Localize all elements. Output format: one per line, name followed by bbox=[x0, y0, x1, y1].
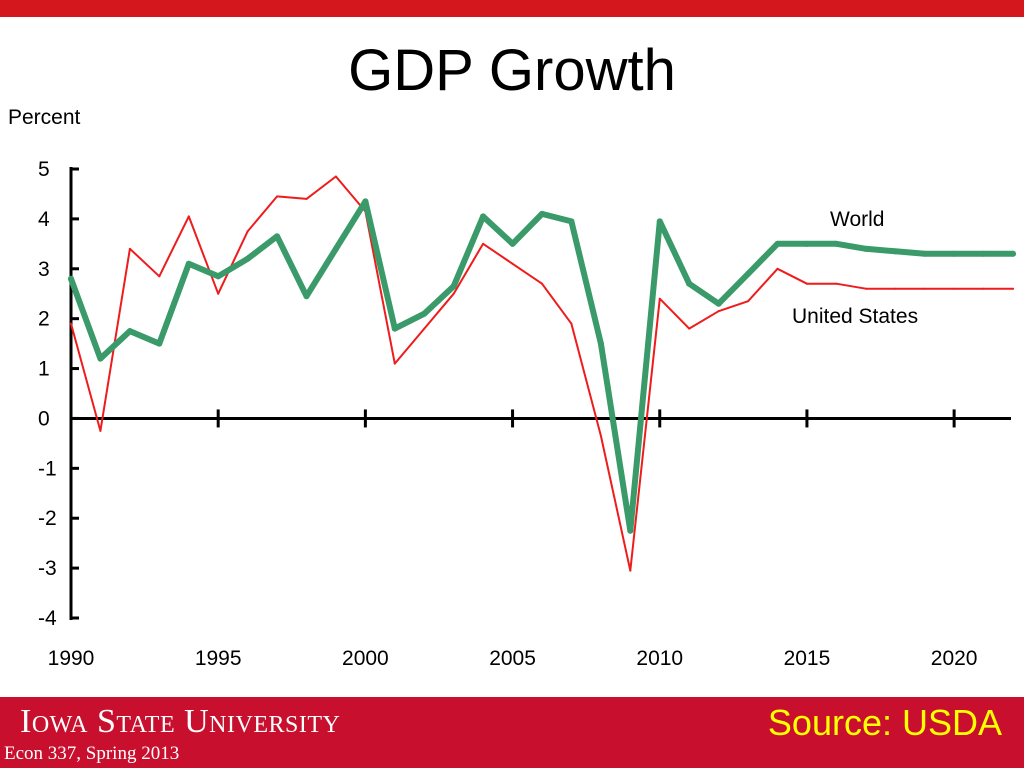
world-data-point bbox=[803, 240, 810, 247]
united-states-data-point bbox=[658, 297, 661, 300]
y-tick-label: 3 bbox=[38, 258, 50, 281]
world-data-point bbox=[833, 240, 840, 247]
x-tick-label: 2000 bbox=[342, 647, 389, 670]
world-data-point bbox=[421, 310, 428, 317]
united-states-data-point bbox=[305, 197, 308, 200]
world-data-point bbox=[126, 328, 133, 335]
world-data-point bbox=[1010, 250, 1016, 257]
x-tick-label: 2005 bbox=[489, 647, 536, 670]
world-data-point bbox=[332, 245, 339, 252]
y-tick-label: 2 bbox=[38, 308, 50, 331]
slide-title: GDP Growth bbox=[348, 38, 676, 103]
y-tick-label: 0 bbox=[38, 407, 50, 430]
footer-bar: Iowa State University Econ 337, Spring 2… bbox=[0, 697, 1024, 768]
world-data-point bbox=[627, 527, 634, 534]
world-data-point bbox=[68, 275, 74, 282]
world-series-label: World bbox=[830, 208, 884, 231]
world-data-point bbox=[686, 280, 693, 287]
world-data-point bbox=[656, 218, 663, 225]
united-states-data-point bbox=[217, 292, 220, 295]
united-states-data-point bbox=[894, 287, 897, 290]
world-data-point bbox=[156, 340, 163, 347]
united-states-data-point bbox=[541, 282, 543, 285]
united-states-data-point bbox=[187, 215, 190, 218]
united-states-data-point bbox=[629, 569, 632, 572]
x-tick-label: 2020 bbox=[931, 647, 978, 670]
world-data-point bbox=[362, 198, 369, 205]
world-data-point bbox=[862, 245, 869, 252]
world-data-point bbox=[715, 300, 722, 307]
united-states-data-point bbox=[1012, 287, 1014, 290]
united-states-data-point bbox=[688, 327, 691, 330]
world-data-point bbox=[244, 255, 251, 262]
x-tick-label: 1990 bbox=[48, 647, 95, 670]
united-states-data-point bbox=[482, 242, 485, 245]
world-data-point bbox=[921, 250, 928, 257]
united-states-data-point bbox=[334, 175, 337, 178]
y-tick-label: -3 bbox=[38, 557, 57, 580]
x-tick-label: 2015 bbox=[784, 647, 831, 670]
world-data-point bbox=[97, 355, 104, 362]
world-data-point bbox=[980, 250, 987, 257]
world-data-point bbox=[303, 293, 310, 300]
y-tick-label: 1 bbox=[38, 358, 50, 381]
united-states-data-point bbox=[158, 275, 161, 278]
x-tick-label: 2010 bbox=[636, 647, 683, 670]
university-wordmark: Iowa State University bbox=[20, 703, 341, 740]
world-data-point bbox=[274, 233, 281, 240]
world-data-point bbox=[539, 210, 545, 217]
united-states-data-point bbox=[747, 300, 750, 303]
united-states-data-point bbox=[99, 429, 102, 432]
y-tick-label: -1 bbox=[38, 457, 57, 480]
united-states-data-point bbox=[864, 287, 867, 290]
world-data-point bbox=[745, 270, 752, 277]
source-label: Source: USDA bbox=[767, 702, 1002, 743]
world-data-point bbox=[568, 218, 575, 225]
united-states-data-point bbox=[717, 310, 720, 313]
united-states-data-point bbox=[276, 195, 279, 198]
united-states-data-point bbox=[511, 262, 514, 265]
gdp-growth-chart: Percent 5 4 3 2 1 0 -1 -2 -3 -4 1990 1995 2000 2005 20… bbox=[8, 106, 1016, 670]
world-data-point bbox=[892, 248, 899, 255]
united-states-data-point bbox=[923, 287, 926, 290]
world-data-point bbox=[215, 273, 222, 280]
world-data-point bbox=[509, 240, 516, 247]
world-data-point bbox=[391, 325, 398, 332]
united-states-data-point bbox=[805, 282, 808, 285]
united-states-data-point bbox=[70, 322, 72, 325]
world-series-line bbox=[68, 198, 1016, 534]
united-states-data-point bbox=[982, 287, 985, 290]
world-data-point bbox=[450, 283, 457, 290]
world-data-point bbox=[480, 213, 487, 220]
united-states-data-point bbox=[835, 282, 838, 285]
world-data-point bbox=[597, 340, 604, 347]
united-states-data-point bbox=[246, 230, 249, 233]
united-states-data-point bbox=[423, 327, 426, 330]
top-accent-bar bbox=[0, 0, 1024, 17]
y-tick-label: -2 bbox=[38, 507, 57, 530]
world-data-point bbox=[774, 240, 781, 247]
world-data-point bbox=[951, 250, 958, 257]
united-states-data-point bbox=[128, 247, 131, 250]
united-states-data-point bbox=[393, 362, 396, 365]
y-tick-label: -4 bbox=[38, 607, 57, 630]
y-axis-label: Percent bbox=[8, 106, 81, 129]
y-tick-label: 5 bbox=[38, 158, 50, 181]
united-states-data-point bbox=[776, 267, 779, 270]
united-states-data-point bbox=[570, 322, 573, 325]
united-states-series-line bbox=[70, 175, 1014, 572]
united-states-data-point bbox=[599, 434, 602, 437]
united-states-series-label: United States bbox=[792, 305, 918, 328]
course-label: Econ 337, Spring 2013 bbox=[4, 743, 180, 764]
united-states-data-point bbox=[953, 287, 956, 290]
world-data-point bbox=[185, 260, 192, 267]
x-tick-label: 1995 bbox=[195, 647, 242, 670]
united-states-data-point bbox=[452, 292, 455, 295]
y-tick-label: 4 bbox=[38, 208, 50, 231]
